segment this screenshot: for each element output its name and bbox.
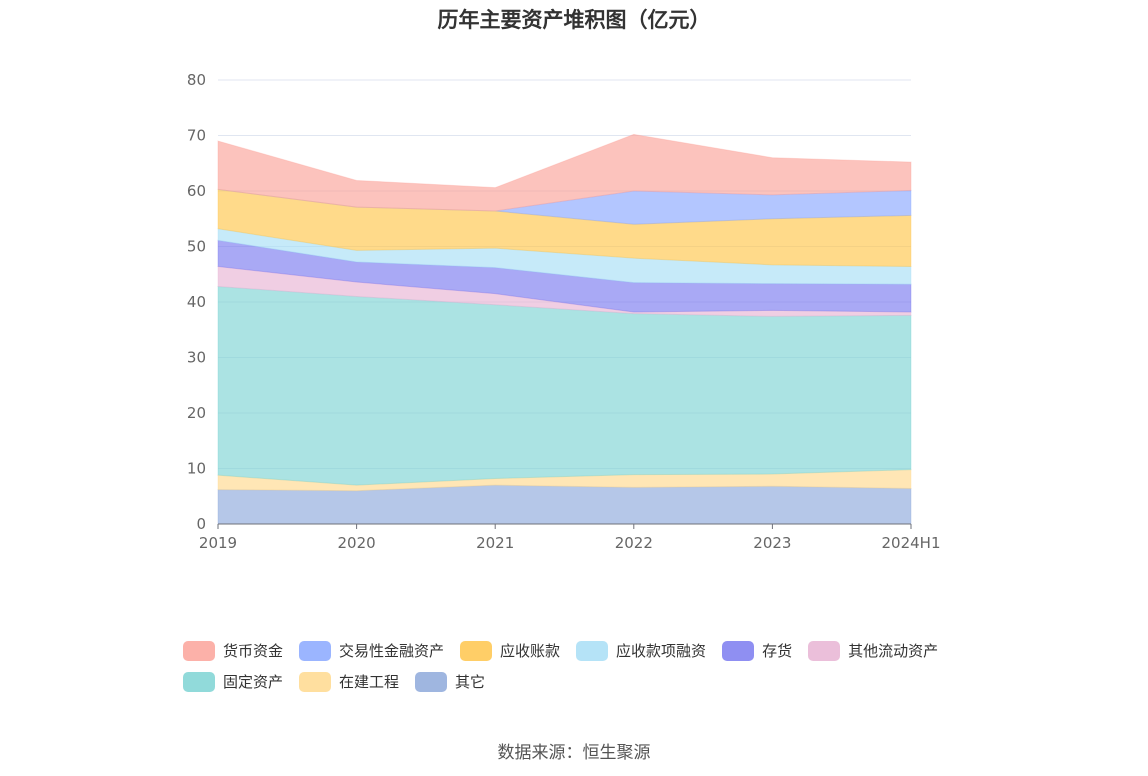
data-source-note: 数据来源：恒生聚源 [497,743,651,763]
x-tick-label: 2019 [199,534,237,552]
legend-label: 应收账款 [500,642,561,660]
chart-title: 历年主要资产堆积图（亿元） [437,8,711,32]
y-tick-label: 30 [187,349,206,367]
legend-label: 交易性金融资产 [339,642,445,660]
y-tick-label: 60 [187,182,206,200]
area-series-货币资金[interactable] [217,133,912,212]
y-tick-label: 40 [187,293,206,311]
legend-swatch [722,640,755,661]
legend-item-其他流动资产[interactable]: 其他流动资产 [808,640,938,661]
area-series-交易性金融资产[interactable] [217,188,912,225]
x-tick-label: 2024H1 [882,534,941,552]
legend-label: 固定资产 [223,673,284,691]
legend: 货币资金 交易性金融资产 应收账款 应收款项融资 存货 其他流动资产固定资产 在建工程 其它 [183,640,1043,692]
x-tick-label: 2020 [338,534,376,552]
legend-label: 存货 [762,642,793,660]
y-tick-label: 80 [187,71,206,89]
legend-swatch [576,640,609,661]
area-series-其它[interactable] [217,484,912,525]
legend-label: 其它 [455,673,486,691]
legend-label: 在建工程 [339,673,400,691]
legend-swatch [415,671,448,692]
y-tick-label: 50 [187,238,206,256]
legend-swatch [183,640,215,661]
legend-swatch [460,640,493,661]
legend-item-其它[interactable]: 其它 [415,671,485,692]
y-tick-label: 0 [196,515,206,533]
legend-swatch [299,640,332,661]
legend-swatch [299,671,332,692]
legend-item-在建工程[interactable]: 在建工程 [299,671,399,692]
x-tick-label: 2023 [753,534,791,552]
y-tick-label: 20 [187,404,206,422]
stacked-area-chart: 0 10 20 30 40 50 60 70 80 2019 2020 2021 2022 2023 202… [187,71,941,552]
x-tick-label: 2022 [615,534,653,552]
axis-layer: 0 10 20 30 40 50 60 70 80 2019 2020 2021 2022 2023 202… [187,71,941,552]
legend-label: 应收款项融资 [616,642,707,660]
x-tick-label: 2021 [476,534,514,552]
legend-item-货币资金[interactable]: 货币资金 [183,640,283,661]
legend-item-应收款项融资[interactable]: 应收款项融资 [576,640,706,661]
legend-item-交易性金融资产[interactable]: 交易性金融资产 [299,640,444,661]
y-tick-label: 70 [187,127,206,145]
legend-swatch [808,640,841,661]
area-layer [217,133,912,525]
legend-item-固定资产[interactable]: 固定资产 [183,671,283,692]
legend-item-存货[interactable]: 存货 [722,640,792,661]
legend-label: 其他流动资产 [848,642,939,660]
legend-swatch [183,671,215,692]
y-tick-label: 10 [187,460,206,478]
legend-label: 货币资金 [223,642,284,660]
legend-item-应收账款[interactable]: 应收账款 [460,640,560,661]
